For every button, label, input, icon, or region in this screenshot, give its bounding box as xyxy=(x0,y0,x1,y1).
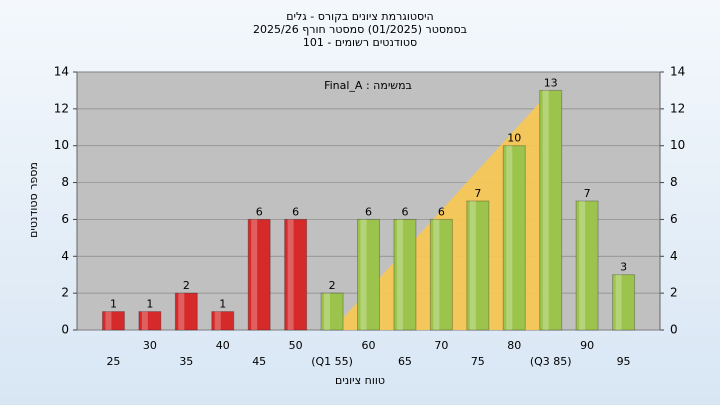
bar xyxy=(320,292,344,331)
y2-tick-label: 8 xyxy=(670,175,678,189)
data-label: 2 xyxy=(183,279,190,292)
bar-highlight xyxy=(433,219,440,330)
x-tick-label: 75 xyxy=(471,355,485,368)
bar-highlight xyxy=(506,145,513,330)
data-label: 6 xyxy=(401,205,408,218)
y-tick-label: 6 xyxy=(61,212,69,226)
bar xyxy=(284,218,308,331)
bar xyxy=(393,218,417,331)
quartile-area xyxy=(332,90,551,330)
bar xyxy=(138,311,162,331)
data-label: 1 xyxy=(219,298,226,311)
y2-tick-label: 2 xyxy=(670,286,678,300)
x-tick-label: 95 xyxy=(617,355,631,368)
bar xyxy=(575,200,599,331)
data-label: 1 xyxy=(146,298,153,311)
y2-tick-label: 4 xyxy=(670,249,678,263)
bar-highlight xyxy=(324,293,331,330)
chart-subtitle: בסמסטר (01/2025) סמסטר חורף 2025/26 xyxy=(253,23,467,36)
bar-highlight xyxy=(105,311,112,330)
data-label: 1 xyxy=(110,298,117,311)
bar xyxy=(101,311,125,331)
data-label: 7 xyxy=(584,187,591,200)
data-label: 2 xyxy=(329,279,336,292)
data-label: 13 xyxy=(544,76,558,89)
y-tick-label: 10 xyxy=(54,138,69,152)
y-tick-label: 12 xyxy=(54,101,69,115)
chart-subtitle: סטודנטים רשומים - 101 xyxy=(303,36,417,49)
x-tick-label: (Q1 55) xyxy=(311,355,353,368)
y2-tick-label: 0 xyxy=(670,323,678,337)
bar xyxy=(502,145,526,331)
y-axis-label: מספר סטודנטים xyxy=(27,162,40,238)
y2-tick-label: 12 xyxy=(670,101,685,115)
y-tick-label: 8 xyxy=(61,175,69,189)
data-label: 6 xyxy=(438,205,445,218)
data-label: 10 xyxy=(507,132,521,145)
x-tick-label: 60 xyxy=(362,339,376,352)
bar xyxy=(539,89,563,331)
bar-highlight xyxy=(178,293,185,330)
bar-highlight xyxy=(360,219,367,330)
data-label: 6 xyxy=(365,205,372,218)
x-tick-label: 80 xyxy=(507,339,521,352)
bar-highlight xyxy=(542,90,549,330)
annotation: Final_A : במשימה xyxy=(324,79,412,92)
bar xyxy=(612,274,636,331)
x-tick-label: 30 xyxy=(143,339,157,352)
bar-highlight xyxy=(287,219,294,330)
bar xyxy=(357,218,380,331)
y2-tick-label: 14 xyxy=(670,65,685,79)
data-label: 7 xyxy=(474,187,481,200)
bar xyxy=(466,200,490,331)
x-tick-label: 50 xyxy=(289,339,303,352)
bar xyxy=(247,218,271,331)
plot: 0 0 2 2 4 4 6 6 8 8 10 10 12 12 14 14 25 1 30 1 35 2 40 1 45 6 50 6… xyxy=(54,65,686,369)
bar-highlight xyxy=(214,311,221,330)
x-tick-label: (Q3 85) xyxy=(530,355,572,368)
bar xyxy=(429,218,453,331)
y-tick-label: 2 xyxy=(61,286,69,300)
x-tick-label: 65 xyxy=(398,355,412,368)
x-tick-label: 35 xyxy=(179,355,193,368)
y2-tick-label: 6 xyxy=(670,212,678,226)
bar-highlight xyxy=(469,201,476,330)
x-tick-label: 70 xyxy=(434,339,448,352)
x-axis-label: טווח ציונים xyxy=(335,374,385,387)
data-label: 6 xyxy=(256,205,263,218)
x-tick-label: 40 xyxy=(216,339,230,352)
y-tick-label: 0 xyxy=(61,323,69,337)
x-tick-label: 45 xyxy=(252,355,266,368)
bar-highlight xyxy=(396,219,403,330)
data-label: 3 xyxy=(620,261,627,274)
x-tick-label: 90 xyxy=(580,339,594,352)
bar-highlight xyxy=(141,311,148,330)
y2-tick-label: 10 xyxy=(670,138,685,152)
bar xyxy=(211,311,235,331)
bar-highlight xyxy=(251,219,258,330)
bar-highlight xyxy=(615,274,622,330)
y-tick-label: 4 xyxy=(61,249,69,263)
bar xyxy=(174,292,198,331)
data-label: 6 xyxy=(292,205,299,218)
y-tick-label: 14 xyxy=(54,65,69,79)
x-tick-label: 25 xyxy=(106,355,120,368)
chart-title: היסטוגרמת ציונים בקורס - גלים xyxy=(286,10,434,23)
bar-highlight xyxy=(579,201,586,330)
